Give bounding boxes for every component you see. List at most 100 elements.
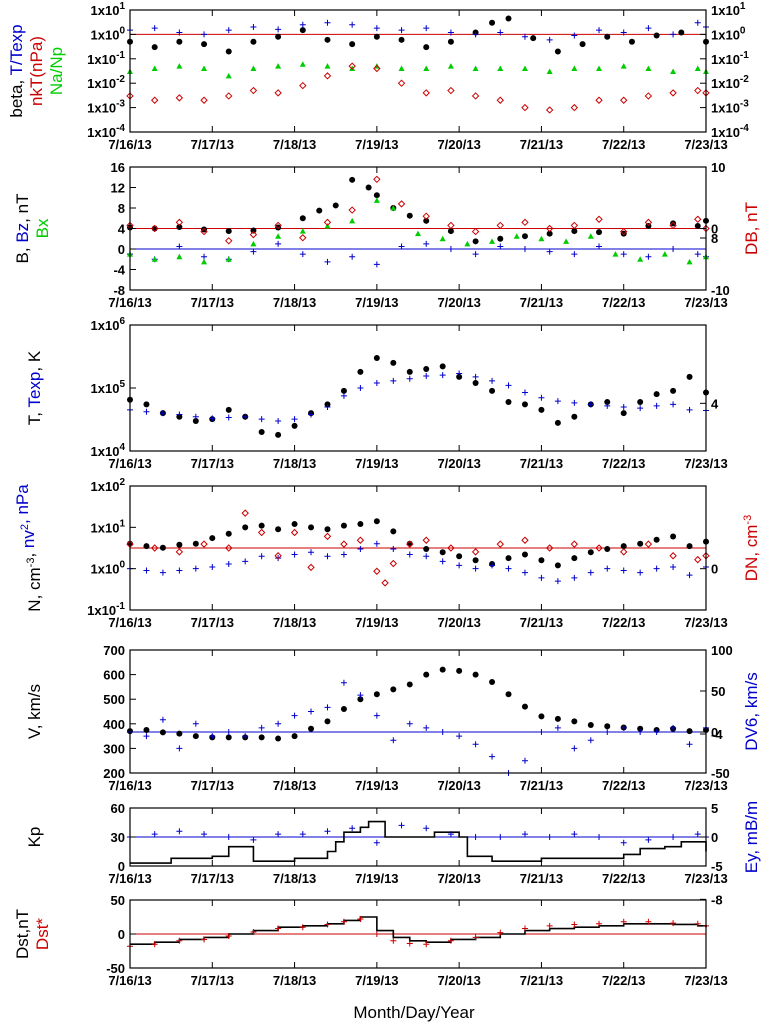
data-point bbox=[546, 248, 553, 255]
data-point bbox=[275, 233, 282, 239]
x-tick-label: 7/18/13 bbox=[273, 137, 316, 152]
data-point bbox=[275, 26, 282, 33]
data-point bbox=[505, 555, 512, 562]
data-point bbox=[521, 925, 528, 932]
data-point bbox=[596, 243, 603, 250]
y2-tick-label: -4 bbox=[711, 727, 723, 742]
data-point bbox=[373, 175, 381, 184]
x-tick-label: 7/19/13 bbox=[355, 871, 398, 886]
series-N bbox=[127, 518, 709, 569]
data-point bbox=[299, 81, 307, 90]
data-point bbox=[686, 728, 693, 735]
data-point bbox=[176, 937, 183, 944]
data-point bbox=[258, 724, 265, 731]
y-tick-label: 50 bbox=[111, 893, 125, 908]
data-point bbox=[472, 834, 479, 840]
x-tick-label: 7/19/13 bbox=[355, 615, 398, 630]
y2-tick-label: 0 bbox=[711, 562, 718, 577]
data-point bbox=[242, 524, 249, 531]
data-point bbox=[538, 574, 545, 581]
data-point bbox=[308, 411, 315, 418]
panel-beta: 7/16/13 7/17/13 7/18/13 7/19/13 7/20/13 7/21/… bbox=[7, 1, 749, 152]
data-point bbox=[151, 65, 158, 72]
data-point bbox=[670, 68, 677, 75]
y-tick-label: 1x101 bbox=[91, 518, 126, 535]
data-point bbox=[225, 933, 232, 940]
y-tick-label: 600 bbox=[103, 668, 125, 683]
data-point bbox=[348, 62, 356, 70]
data-point bbox=[447, 228, 454, 235]
data-point bbox=[324, 921, 331, 928]
data-point bbox=[472, 373, 479, 380]
data-point bbox=[373, 33, 380, 40]
data-point bbox=[225, 48, 232, 55]
data-point bbox=[670, 920, 677, 927]
data-point bbox=[398, 243, 405, 250]
data-point bbox=[406, 375, 413, 382]
data-point bbox=[645, 918, 652, 925]
data-point bbox=[694, 222, 701, 229]
data-point bbox=[554, 48, 561, 55]
data-point bbox=[596, 920, 603, 927]
data-point bbox=[340, 706, 347, 713]
data-point bbox=[250, 24, 257, 31]
data-point bbox=[694, 831, 701, 838]
x-tick-label: 7/18/13 bbox=[273, 615, 316, 630]
data-point bbox=[201, 258, 208, 265]
y-axis-label: Dst,nT bbox=[13, 909, 32, 959]
panel-density: 7/16/13 7/17/13 7/18/13 7/19/13 7/20/13 7/21/… bbox=[13, 231, 761, 907]
data-point bbox=[637, 256, 644, 262]
y-tick-label: 1x100 bbox=[91, 25, 126, 42]
data-point bbox=[637, 729, 644, 735]
data-point bbox=[538, 729, 545, 735]
data-point bbox=[225, 734, 232, 741]
data-point bbox=[290, 528, 299, 537]
series-DV6 bbox=[127, 679, 709, 776]
data-point bbox=[225, 228, 232, 235]
x-tick-label: 7/17/13 bbox=[191, 615, 234, 630]
data-point bbox=[604, 565, 611, 572]
data-point bbox=[521, 103, 529, 112]
data-point bbox=[373, 839, 380, 846]
data-point bbox=[670, 246, 677, 252]
data-point bbox=[299, 924, 306, 931]
y2-tick-label: 1x10-2 bbox=[711, 74, 749, 91]
y2-axis-label: DB, nT bbox=[742, 202, 761, 255]
data-point bbox=[571, 921, 578, 928]
data-point bbox=[308, 708, 315, 715]
y-axis-label: beta, T/Texp bbox=[7, 24, 26, 117]
series-Bx bbox=[127, 197, 709, 265]
data-point bbox=[521, 551, 528, 558]
data-point bbox=[653, 402, 660, 409]
data-point bbox=[546, 36, 553, 43]
data-point bbox=[209, 415, 216, 422]
y-tick-label: 16 bbox=[111, 160, 125, 175]
data-point bbox=[587, 722, 594, 729]
y-tick-label: -50 bbox=[106, 961, 125, 976]
data-point bbox=[571, 574, 578, 581]
data-point bbox=[209, 535, 216, 542]
x-tick-label: 7/16/13 bbox=[108, 778, 151, 793]
y-tick-label: 500 bbox=[103, 692, 125, 707]
data-point bbox=[471, 227, 480, 236]
data-point bbox=[521, 65, 528, 72]
data-point bbox=[389, 559, 398, 568]
data-point bbox=[546, 834, 553, 840]
data-point bbox=[604, 398, 611, 405]
x-tick-label: 7/21/13 bbox=[520, 295, 563, 310]
data-point bbox=[661, 251, 668, 257]
data-point bbox=[538, 235, 545, 242]
data-point bbox=[143, 401, 150, 408]
y-axis-label: B, Bz, nT bbox=[13, 194, 32, 264]
y2-tick-label: 0 bbox=[711, 725, 718, 740]
data-point bbox=[332, 202, 339, 209]
data-point bbox=[670, 401, 677, 408]
x-tick-label: 7/21/13 bbox=[520, 973, 563, 988]
y2-tick-label: 1x10-4 bbox=[711, 123, 749, 140]
data-point bbox=[340, 387, 347, 394]
y-tick-label: 400 bbox=[103, 717, 125, 732]
series-Ey bbox=[127, 822, 709, 846]
data-point bbox=[249, 230, 258, 239]
x-tick-label: 7/23/13 bbox=[684, 456, 727, 471]
data-point bbox=[670, 387, 677, 394]
